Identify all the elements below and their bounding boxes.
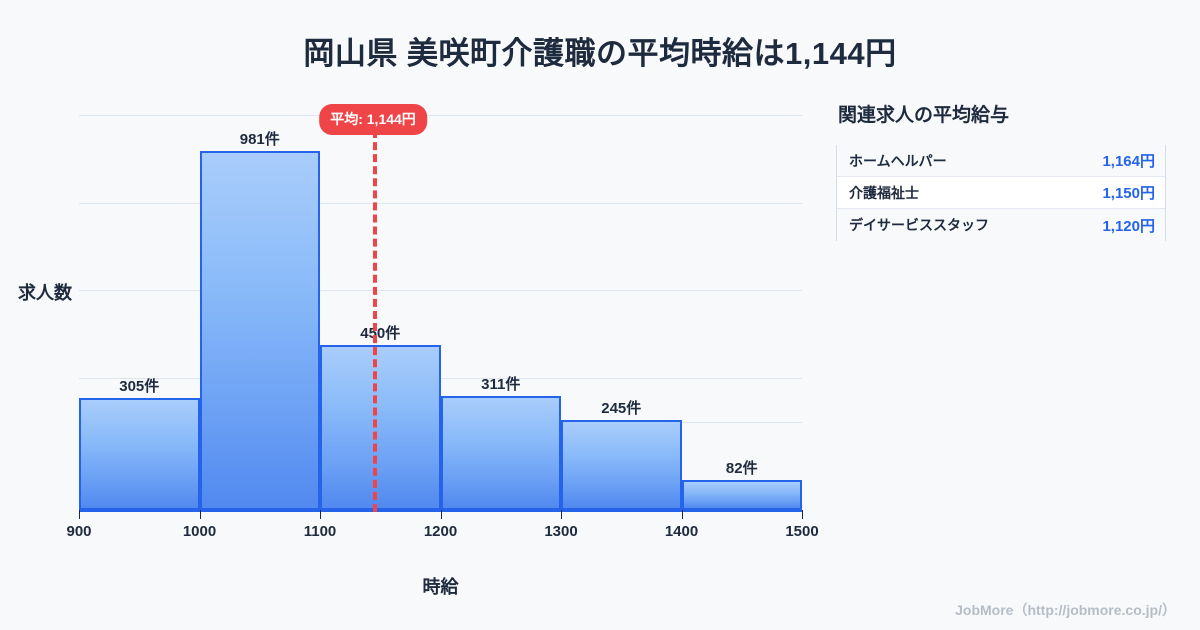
page-title: 岡山県 美咲町介護職の平均時給は1,144円 xyxy=(303,36,897,71)
x-tick-label: 1000 xyxy=(182,523,217,540)
bar xyxy=(199,150,320,510)
x-axis-title: 時給 xyxy=(422,577,459,597)
bar-value-label: 981件 xyxy=(239,130,280,148)
y-axis-title: 求人数 xyxy=(18,283,72,303)
x-tick-mark xyxy=(802,510,803,519)
x-tick-mark xyxy=(79,510,80,519)
gridline-0 xyxy=(79,114,802,116)
x-tick-mark xyxy=(440,510,442,519)
related-salary-row: 介護福祉士 1,150円 xyxy=(837,177,1165,209)
related-job-title: デイサービススタッフ xyxy=(849,217,989,233)
x-tick-mark xyxy=(199,510,201,519)
related-salary-heading: 関連求人の平均給与 xyxy=(838,105,1010,126)
related-salary-value: 1,164円 xyxy=(1102,153,1155,170)
bar-value-label: 311件 xyxy=(481,376,521,394)
bar-value-label: 245件 xyxy=(601,400,642,418)
bar xyxy=(561,420,682,510)
average-badge: 平均: 1,144円 xyxy=(319,104,427,135)
gridline-3 xyxy=(79,378,802,380)
gridline-2 xyxy=(79,290,802,292)
footer-credit: JobMore（http://jobmore.co.jp/） xyxy=(955,602,1176,618)
related-job-title: ホームヘルパー xyxy=(849,152,947,169)
related-salary-table: ホームヘルパー 1,164円介護福祉士 1,150円デイサービススタッフ 1,120円 xyxy=(836,145,1166,241)
x-tick-label: 900 xyxy=(66,523,92,540)
x-tick-label: 1400 xyxy=(664,523,699,540)
bar-value-label: 305件 xyxy=(119,378,160,396)
x-tick-mark xyxy=(561,510,562,519)
x-tick-mark xyxy=(681,510,683,519)
related-salary-panel: 関連求人の平均給与 ホームヘルパー 1,164円介護福祉士 1,150円デイサービス… xyxy=(836,100,1168,241)
x-tick-label: 1500 xyxy=(785,523,819,540)
x-tick-label: 1100 xyxy=(303,523,337,540)
bar-value-label: 450件 xyxy=(360,325,401,343)
related-salary-row: ホームヘルパー 1,164円 xyxy=(837,145,1165,177)
related-salary-value: 1,150円 xyxy=(1102,185,1155,202)
bar-value-label: 82件 xyxy=(725,459,758,477)
related-salary-value: 1,120円 xyxy=(1102,217,1155,235)
histogram-chart: 305件 981件 450件 311件 245件 82件 900 1000 1100 1200 1… xyxy=(18,0,819,630)
x-tick-label: 1200 xyxy=(423,523,458,540)
bar xyxy=(440,396,561,510)
bar xyxy=(79,398,200,510)
bar xyxy=(320,345,441,510)
x-tick-mark xyxy=(320,510,321,519)
bars-layer: 305件 981件 450件 311件 245件 82件 xyxy=(79,0,802,630)
x-tick-label: 1300 xyxy=(544,523,578,540)
average-line-marker xyxy=(373,130,378,512)
related-salary-row: デイサービススタッフ 1,120円 xyxy=(837,209,1165,241)
bar xyxy=(681,479,802,510)
related-job-title: 介護福祉士 xyxy=(849,184,919,201)
gridline-1 xyxy=(79,202,802,204)
